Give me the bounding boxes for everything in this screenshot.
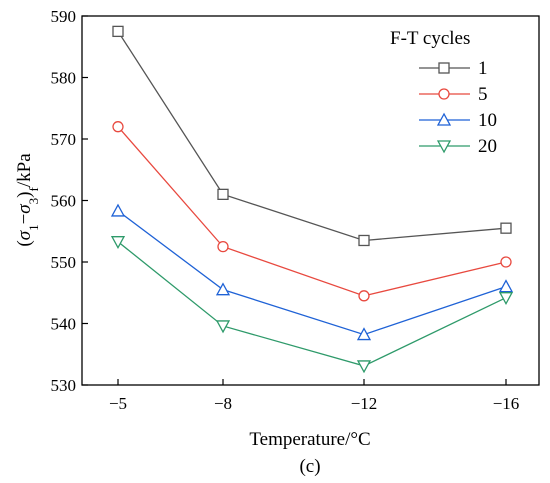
data-point	[498, 279, 514, 293]
legend-item: 10	[419, 110, 497, 131]
data-point	[110, 203, 126, 217]
x-tick-label: −12	[351, 394, 378, 413]
series-line	[117, 210, 507, 336]
y-axis-label: (σ1−σ3)f/kPa	[14, 153, 41, 247]
y-label-close: )	[14, 192, 35, 198]
y-label-minus: −	[14, 214, 35, 225]
legend-item: 1	[419, 58, 488, 79]
y-label-sigma3: σ	[14, 204, 35, 214]
series-line	[117, 31, 507, 242]
y-tick-label: 590	[51, 7, 77, 26]
data-point	[112, 25, 124, 38]
y-tick-label: 580	[51, 69, 77, 88]
y-tick-label: 570	[51, 130, 77, 149]
legend-item: 20	[419, 136, 497, 157]
y-label-open: (	[14, 240, 35, 246]
data-point	[215, 282, 231, 296]
series-20	[110, 236, 514, 374]
legend-marker	[438, 62, 450, 74]
legend-item: 5	[419, 84, 488, 105]
data-point	[356, 360, 372, 374]
x-tick-label: −16	[493, 394, 520, 413]
y-tick-label: 540	[51, 315, 77, 334]
data-point	[500, 222, 512, 234]
caption: (c)	[299, 456, 320, 477]
x-axis-label: Temperature/°C	[249, 429, 370, 450]
y-label-subf: f	[26, 187, 41, 192]
series-line	[117, 241, 507, 367]
y-tick-label: 560	[51, 192, 77, 211]
data-point	[217, 188, 229, 201]
legend-label: 20	[478, 136, 497, 157]
y-label-sigma1: σ	[14, 230, 35, 240]
data-point	[217, 240, 229, 253]
series-line	[117, 126, 507, 297]
data-point	[215, 320, 231, 334]
data-point	[112, 121, 124, 133]
y-label-sub3: 3	[26, 198, 41, 205]
y-label-sub1: 1	[26, 224, 41, 231]
legend-label: 5	[478, 84, 488, 105]
y-tick-label: 530	[51, 376, 77, 395]
legend-label: 1	[478, 58, 488, 79]
data-point	[358, 290, 370, 302]
legend-marker	[438, 88, 450, 100]
legend-title: F-T cycles	[390, 28, 470, 49]
data-point	[500, 256, 512, 268]
plot-frame	[81, 15, 540, 386]
y-label-unit: /kPa	[14, 153, 35, 187]
data-point	[358, 234, 370, 247]
legend-marker	[436, 140, 452, 154]
data-point	[110, 236, 126, 250]
series-5	[112, 121, 512, 302]
y-tick-label: 550	[51, 253, 77, 272]
x-tick-label: −5	[109, 394, 127, 413]
legend-marker	[436, 112, 452, 126]
x-tick-label: −8	[214, 394, 232, 413]
data-point	[498, 292, 514, 306]
series-1	[112, 25, 512, 247]
data-point	[356, 327, 372, 341]
series-10	[110, 203, 514, 341]
legend-label: 10	[478, 110, 497, 131]
